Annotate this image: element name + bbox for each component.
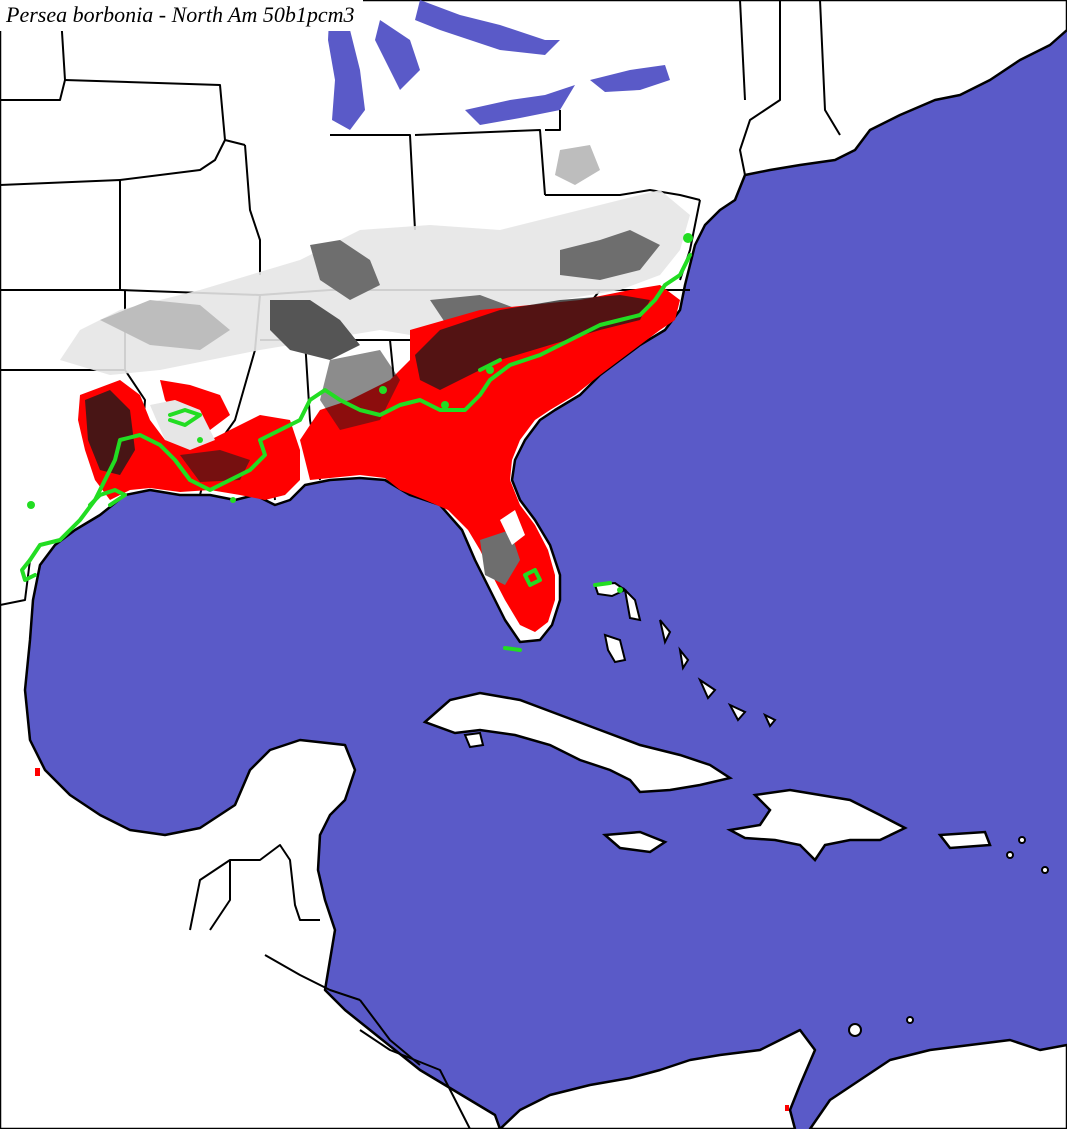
bahamas-islands	[593, 581, 777, 728]
great-lakes	[328, 0, 670, 130]
map-title: Persea borbonia - North Am 50b1pcm3	[0, 0, 363, 31]
central-america	[498, 1028, 817, 1129]
observed-range-outline	[20, 253, 692, 652]
puerto-rico	[937, 830, 992, 850]
cuba	[422, 691, 734, 794]
suitability-shading	[60, 145, 690, 632]
south-america	[808, 1038, 1067, 1129]
jamaica	[601, 830, 668, 854]
isle-of-youth	[463, 731, 485, 749]
occurrence-points	[27, 233, 693, 593]
suitability-specks	[35, 768, 789, 1111]
lesser-antilles	[848, 836, 1049, 1037]
hispaniola	[726, 788, 908, 862]
